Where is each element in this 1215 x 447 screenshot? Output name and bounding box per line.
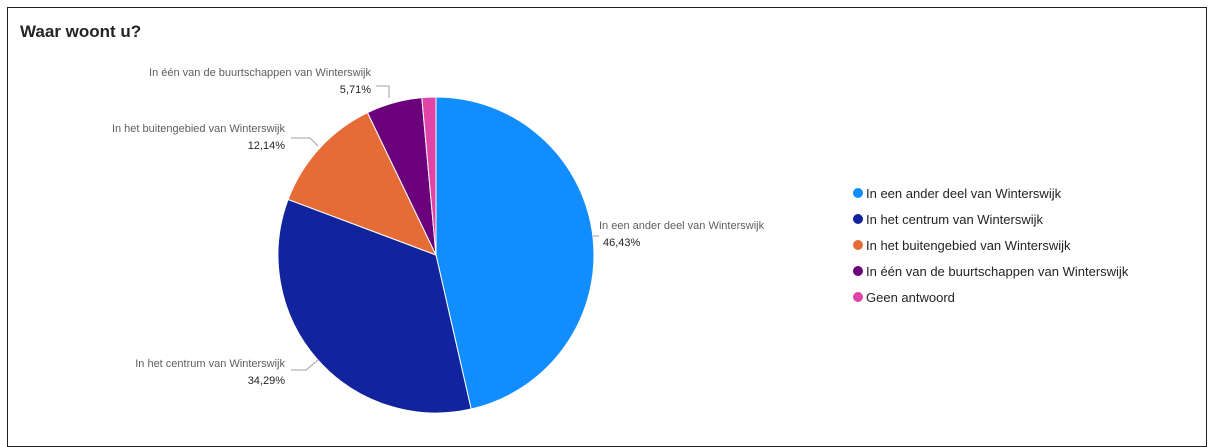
legend-swatch — [853, 266, 863, 276]
pie-chart: In een ander deel van Winterswijk 46,43% I… — [112, 67, 765, 414]
chart-title: Waar woont u? — [20, 22, 142, 41]
leader-line — [291, 137, 319, 147]
legend-swatch — [853, 292, 863, 302]
leader-line — [291, 359, 319, 371]
legend-label: In een ander deel van Winterswijk — [866, 185, 1062, 201]
legend-swatch — [853, 240, 863, 250]
slice-value-label: 5,71% — [340, 84, 371, 96]
legend-item[interactable]: In het centrum van Winterswijk — [853, 206, 1128, 232]
pie-slice[interactable] — [435, 96, 595, 410]
pie-slice[interactable] — [277, 198, 472, 414]
legend-label: In het buitengebied van Winterswijk — [866, 237, 1071, 253]
legend-item[interactable]: In één van de buurtschappen van Wintersw… — [853, 258, 1128, 284]
leader-line — [376, 85, 390, 98]
pie-slice[interactable] — [287, 111, 437, 256]
legend-item[interactable]: In een ander deel van Winterswijk — [853, 180, 1128, 206]
legend-item[interactable]: In het buitengebied van Winterswijk — [853, 232, 1128, 258]
slice-value-label: 12,14% — [248, 140, 286, 152]
slice-value-label: 46,43% — [603, 237, 641, 249]
slice-label: In een ander deel van Winterswijk — [599, 220, 765, 232]
legend-swatch — [853, 214, 863, 224]
chart-card: Waar woont u? — [7, 7, 1207, 447]
slice-label: In één van de buurtschappen van Wintersw… — [149, 67, 371, 79]
legend-label: Geen antwoord — [866, 289, 955, 305]
legend-label: In het centrum van Winterswijk — [866, 211, 1044, 227]
chart-legend: In een ander deel van Winterswijk In het … — [853, 180, 1128, 310]
slice-label: In het buitengebied van Winterswijk — [112, 123, 286, 135]
slice-value-label: 34,29% — [248, 375, 286, 387]
pie-slice[interactable] — [421, 96, 437, 256]
slice-label: In het centrum van Winterswijk — [135, 358, 285, 370]
legend-item[interactable]: Geen antwoord — [853, 284, 1128, 310]
legend-swatch — [853, 188, 863, 198]
legend-label: In één van de buurtschappen van Wintersw… — [866, 263, 1129, 279]
